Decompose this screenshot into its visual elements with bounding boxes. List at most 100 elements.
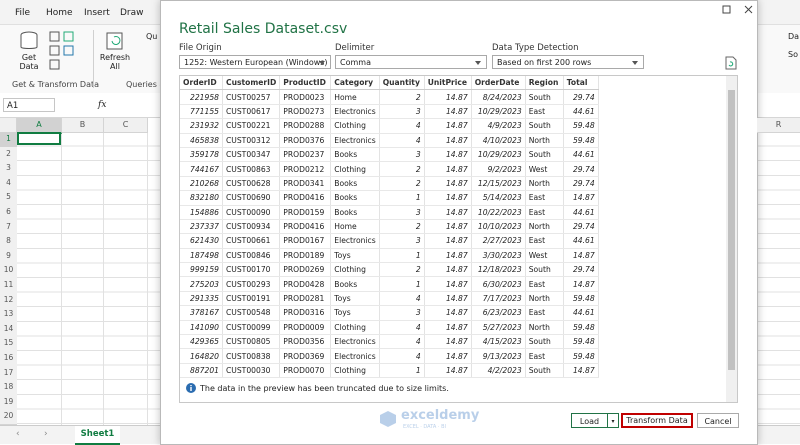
cell: 12/18/2023 (471, 262, 526, 278)
column-header: CustomerID (222, 76, 281, 91)
watermark-tagline: EXCEL · DATA · BI (403, 424, 446, 430)
cell: Books (330, 176, 380, 192)
get-data-button[interactable]: Get Data (12, 53, 46, 71)
cell: CUST00030 (222, 363, 281, 379)
cell: 44.61 (563, 233, 599, 249)
detection-select[interactable]: Based on first 200 rows (492, 55, 644, 69)
cell: 9/2/2023 (471, 161, 526, 177)
cell: 1 (379, 363, 425, 379)
row-header: 17 (0, 365, 17, 382)
cell: 14.87 (424, 104, 472, 120)
info-icon (186, 383, 196, 393)
cell: PROD0212 (279, 161, 332, 177)
column-header: OrderDate (471, 76, 526, 91)
row-header: 4 (0, 175, 17, 192)
cell: 14.87 (424, 89, 472, 105)
corner (0, 118, 17, 133)
name-box[interactable]: A1 (3, 98, 55, 112)
data-row: 359178 CUST00347 PROD0237 Books 3 14.87 10/29/… (180, 147, 599, 163)
load-dropdown[interactable]: ▾ (607, 413, 619, 428)
cell: PROD0416 (279, 190, 332, 206)
data-row: 187498 CUST00846 PROD0189 Toys 1 14.87 3/30/20… (180, 248, 599, 264)
cell: West (525, 161, 564, 177)
cell: 887201 (180, 363, 223, 379)
cell: CUST00293 (222, 276, 281, 292)
import-dialog: Retail Sales Dataset.csv File Origin 125… (160, 0, 758, 445)
cell: PROD0316 (279, 305, 332, 321)
cell: 14.87 (424, 363, 472, 379)
cell: PROD0269 (279, 262, 332, 278)
cell: 378167 (180, 305, 223, 321)
dialog-title: Retail Sales Dataset.csv (179, 21, 348, 37)
cell: CUST00257 (222, 89, 281, 105)
data-row: 378167 CUST00548 PROD0316 Toys 3 14.87 6/23/20… (180, 305, 599, 321)
column-header: Category (330, 76, 380, 91)
cell: 44.61 (563, 305, 599, 321)
cell: West (525, 248, 564, 264)
preview: OrderID CustomerID ProductID Category Quanti… (179, 75, 738, 403)
cell: Toys (330, 248, 380, 264)
row-header: 14 (0, 321, 17, 338)
cell: 14.87 (563, 190, 599, 206)
sheet-tab[interactable]: Sheet1 (75, 426, 120, 445)
cell: 14.87 (424, 348, 472, 364)
partial-item[interactable]: Qu (146, 32, 158, 41)
cell: Electronics (330, 348, 380, 364)
load-button[interactable]: Load (571, 413, 608, 428)
data-row: 210268 CUST00628 PROD0341 Books 2 14.87 12/15/… (180, 176, 599, 192)
cell: 4 (379, 334, 425, 350)
cell: 14.87 (424, 219, 472, 235)
cell: 7/17/2023 (471, 291, 526, 307)
refresh-preview[interactable] (725, 56, 737, 70)
cell: PROD0070 (279, 363, 332, 379)
cell: Books (330, 147, 380, 163)
tab[interactable]: Home (46, 8, 73, 18)
tab[interactable]: Draw (120, 8, 144, 18)
cell: South (525, 334, 564, 350)
cell: South (525, 262, 564, 278)
tab[interactable]: File (15, 8, 31, 18)
nav[interactable]: › (44, 429, 48, 439)
cell: 2 (379, 219, 425, 235)
label: Data (19, 62, 39, 71)
cell: CUST00312 (222, 133, 281, 148)
cell: PROD0023 (279, 89, 332, 105)
group-label: Queries & (126, 80, 166, 89)
transform-button[interactable]: Transform Data (621, 413, 693, 428)
partial-item[interactable]: So (788, 50, 798, 59)
small-icons (49, 31, 74, 70)
cell: 187498 (180, 248, 223, 264)
cell: 14.87 (563, 276, 599, 292)
cell: North (525, 291, 564, 307)
cancel-button[interactable]: Cancel (697, 413, 739, 428)
row-header: 20 (0, 409, 17, 425)
data-row: 237337 CUST00934 PROD0416 Home 2 14.87 10/10/2… (180, 219, 599, 235)
data-row: 231932 CUST00221 PROD0288 Clothing 4 14.87 4/9… (180, 118, 599, 134)
cell: PROD0356 (279, 334, 332, 350)
nav[interactable]: ‹ (16, 429, 20, 439)
window-controls[interactable] (721, 5, 757, 17)
cell: 59.48 (563, 334, 599, 350)
scrollbar[interactable] (726, 76, 737, 402)
cell: 14.87 (424, 334, 472, 350)
delimiter-select[interactable]: Comma (335, 55, 487, 69)
cell: CUST00548 (222, 305, 281, 321)
cell: 275203 (180, 276, 223, 292)
cell: 29.74 (563, 89, 599, 105)
cell: Toys (330, 305, 380, 321)
cell: Toys (330, 291, 380, 307)
cell: 999159 (180, 262, 223, 278)
cell: Books (330, 205, 380, 220)
file-origin-select[interactable]: 1252: Western European (Windows) (179, 55, 331, 69)
group-label: Get & Transform Data (12, 80, 100, 89)
cell: PROD0159 (279, 205, 332, 220)
cell: PROD0341 (279, 176, 332, 192)
partial-item[interactable]: Da (788, 32, 800, 41)
cell: 4 (379, 291, 425, 307)
data-row: 291335 CUST00191 PROD0281 Toys 4 14.87 7/17/20… (180, 291, 599, 307)
scroll-thumb[interactable] (728, 90, 735, 370)
refresh-all-button[interactable]: Refresh All (96, 53, 134, 71)
tab[interactable]: Insert (84, 8, 110, 18)
data-row: 771155 CUST00617 PROD0273 Electronics 3 14.87… (180, 104, 599, 120)
row-header: 8 (0, 234, 17, 250)
